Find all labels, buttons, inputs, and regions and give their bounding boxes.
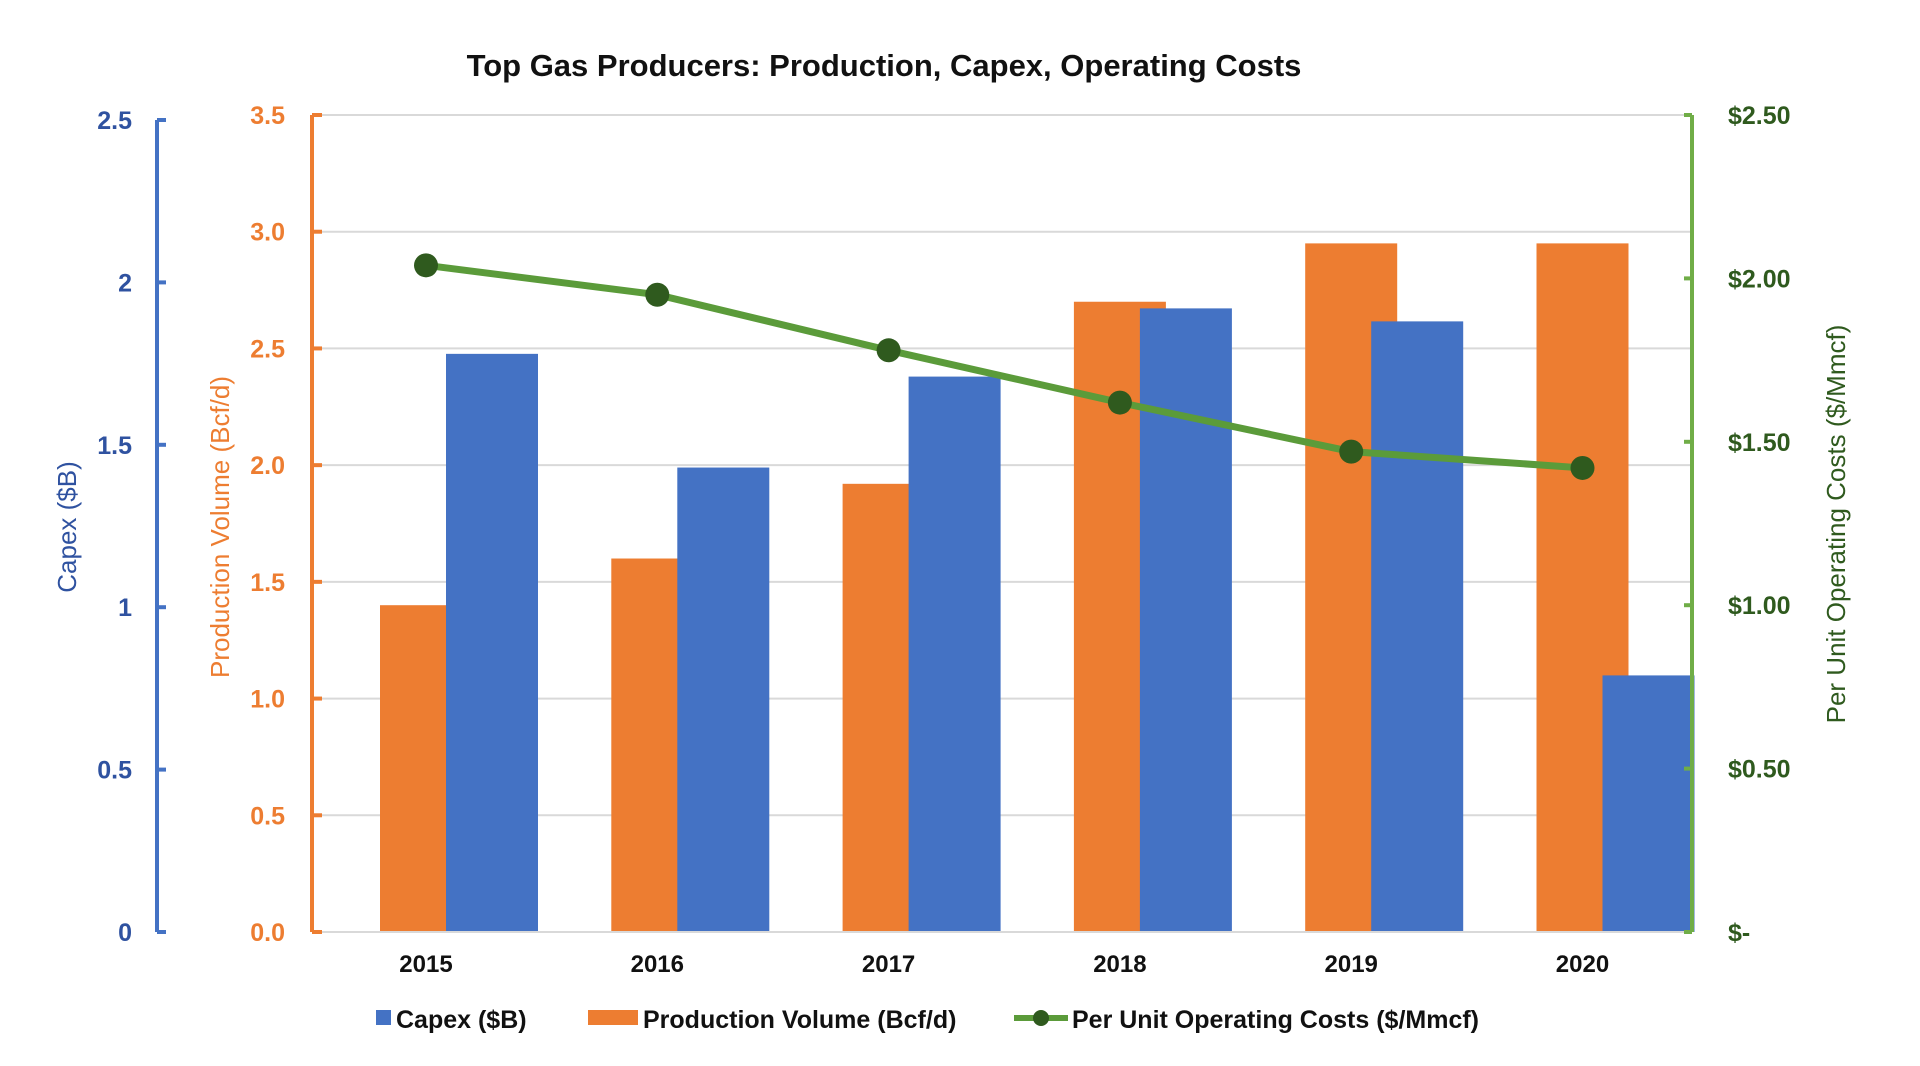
capex-bar-2017 xyxy=(908,376,1001,932)
legend: Capex ($B) Production Volume (Bcf/d) Per… xyxy=(376,1006,1479,1034)
capex-tick-label: 0.5 xyxy=(97,757,132,785)
production-tick-label: 2.0 xyxy=(250,452,285,480)
capex-bar-2020 xyxy=(1602,675,1695,932)
production-tick-label: 0.0 xyxy=(250,919,285,947)
cost-point-2015 xyxy=(414,253,438,278)
legend-label-capex: Capex ($B) xyxy=(396,1006,527,1034)
cost-point-2020 xyxy=(1570,455,1595,480)
gridlines xyxy=(312,114,1692,933)
capex-tick-label: 2 xyxy=(118,269,132,297)
x-tick-label: 2019 xyxy=(1325,951,1378,978)
x-tick-label: 2017 xyxy=(862,951,915,978)
cost-point-2017 xyxy=(876,338,901,363)
legend-swatch-production xyxy=(588,1010,638,1025)
cost-line xyxy=(414,253,1595,480)
cost-tick-label: $2.00 xyxy=(1728,265,1791,293)
production-axis-title: Production Volume (Bcf/d) xyxy=(205,376,235,678)
production-tick-label: 1.0 xyxy=(250,686,285,714)
cost-tick-label: $1.50 xyxy=(1728,429,1791,457)
legend-swatch-cost-marker xyxy=(1033,1010,1049,1026)
production-tick-label: 3.0 xyxy=(250,219,285,247)
capex-tick-label: 0 xyxy=(118,919,132,947)
capex-bar-2018 xyxy=(1139,308,1232,932)
capex-axis-title: Capex ($B) xyxy=(52,461,82,593)
cost-point-2016 xyxy=(645,282,670,307)
cost-tick-label: $2.50 xyxy=(1728,102,1791,130)
cost-point-2019 xyxy=(1339,439,1364,464)
axes: 0 0.5 1 1.5 2 2.5 0.0 0.5 1.0 1.5 2.0 2.5 3.0 3.5 $- $0… xyxy=(97,102,1790,978)
x-tick-label: 2018 xyxy=(1093,951,1146,978)
x-tick-label: 2020 xyxy=(1556,951,1609,978)
cost-series-line xyxy=(425,261,1583,472)
cost-tick-label: $1.00 xyxy=(1728,592,1791,620)
production-tick-label: 1.5 xyxy=(250,569,285,597)
chart-title: Top Gas Producers: Production, Capex, Op… xyxy=(467,48,1302,83)
production-tick-label: 0.5 xyxy=(250,802,285,830)
capex-tick-label: 1 xyxy=(118,594,132,622)
legend-label-cost: Per Unit Operating Costs ($/Mmcf) xyxy=(1072,1006,1479,1034)
capex-bar-2016 xyxy=(677,467,770,932)
cost-axis-title: Per Unit Operating Costs ($/Mmcf) xyxy=(1821,325,1851,724)
legend-label-production: Production Volume (Bcf/d) xyxy=(643,1006,956,1034)
cost-tick-label: $0.50 xyxy=(1728,756,1791,784)
capex-bar-2019 xyxy=(1371,321,1464,933)
x-tick-label: 2015 xyxy=(399,951,452,978)
capex-tick-label: 1.5 xyxy=(97,432,132,460)
cost-tick-label: $- xyxy=(1728,919,1750,947)
bars xyxy=(380,243,1695,933)
capex-bar-2015 xyxy=(446,353,538,933)
production-tick-label: 2.5 xyxy=(250,335,285,363)
legend-swatch-capex xyxy=(376,1010,391,1025)
capex-tick-label: 2.5 xyxy=(97,107,132,135)
cost-point-2018 xyxy=(1107,390,1132,415)
production-tick-label: 3.5 xyxy=(250,102,285,130)
x-tick-label: 2016 xyxy=(631,951,684,978)
